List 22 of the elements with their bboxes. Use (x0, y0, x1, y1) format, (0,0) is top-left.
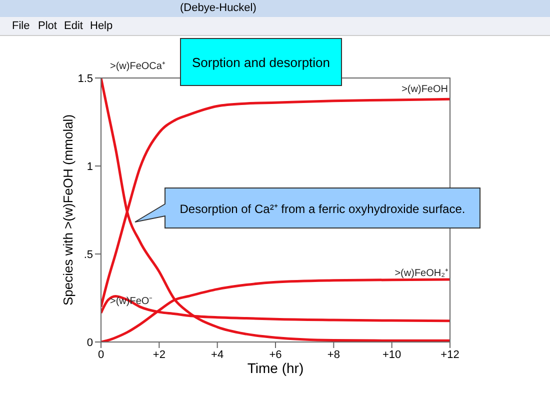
text: (Debye-Huckel) (180, 2, 256, 14)
series-label: >(w)FeOH (402, 84, 448, 96)
y-tick-label: 0 (86, 336, 93, 349)
text: Edit (64, 20, 83, 32)
x-tick-label: +12 (440, 348, 460, 361)
text: Plot (38, 20, 57, 32)
y-tick-label: .5 (84, 248, 93, 261)
x-tick-label: +6 (269, 348, 282, 361)
y-axis-title: Species with >(w)FeOH (mmolal) (60, 114, 76, 306)
x-tick-label: +2 (152, 348, 166, 361)
x-tick-label: +8 (327, 348, 340, 361)
series-label: >(w)FeOCa⁺ (110, 60, 165, 72)
x-tick-label: 0 (98, 348, 104, 361)
text: File (12, 20, 30, 32)
x-tick-label: +10 (382, 348, 402, 361)
y-tick-label: 1.5 (78, 72, 93, 85)
series-label: >(w)FeOH₂⁺ (394, 266, 448, 279)
x-axis-title: Time (hr) (246, 360, 305, 376)
text: Help (90, 20, 113, 32)
y-tick-label: 1 (86, 160, 93, 173)
annotation: Desorption of Ca²⁺ from a ferric oxyhydroxide surface. (178, 200, 466, 218)
x-tick-label: +4 (211, 348, 224, 361)
